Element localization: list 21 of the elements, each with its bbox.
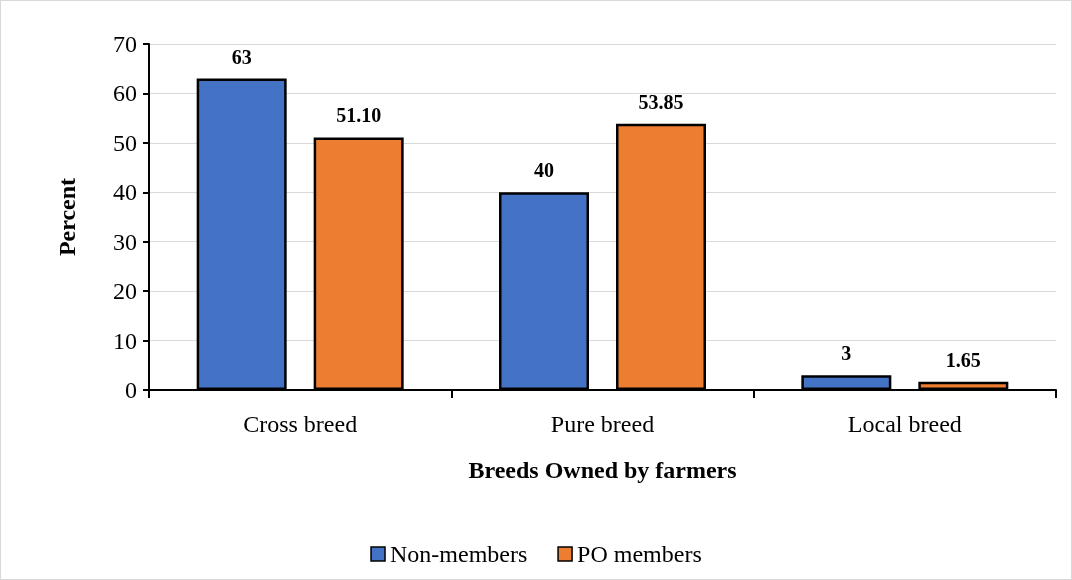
data-label: 53.85 bbox=[638, 90, 684, 113]
data-label: 40 bbox=[534, 159, 554, 182]
data-label: 3 bbox=[841, 342, 852, 365]
legend-label: Non-members bbox=[390, 541, 528, 567]
x-tick-label: Cross breed bbox=[243, 411, 358, 437]
y-tick-label: 50 bbox=[113, 129, 137, 156]
y-tick-label: 0 bbox=[125, 377, 137, 403]
x-axis-title: Breeds Owned by farmers bbox=[468, 457, 737, 483]
legend-label: PO members bbox=[577, 541, 702, 567]
y-tick-label: 30 bbox=[113, 228, 137, 255]
x-tick-label: Pure breed bbox=[550, 411, 655, 437]
y-tick-label: 70 bbox=[113, 31, 137, 57]
y-tick-label: 40 bbox=[113, 179, 137, 206]
y-tick-label: 10 bbox=[113, 327, 137, 354]
y-tick-label: 60 bbox=[113, 80, 137, 107]
data-label: 1.65 bbox=[945, 348, 981, 371]
x-tick-label: Local breed bbox=[847, 411, 962, 437]
y-axis-title: Percent bbox=[54, 177, 80, 257]
data-label: 51.10 bbox=[336, 104, 382, 127]
y-tick-label: 20 bbox=[113, 278, 137, 305]
data-label: 63 bbox=[231, 45, 252, 68]
